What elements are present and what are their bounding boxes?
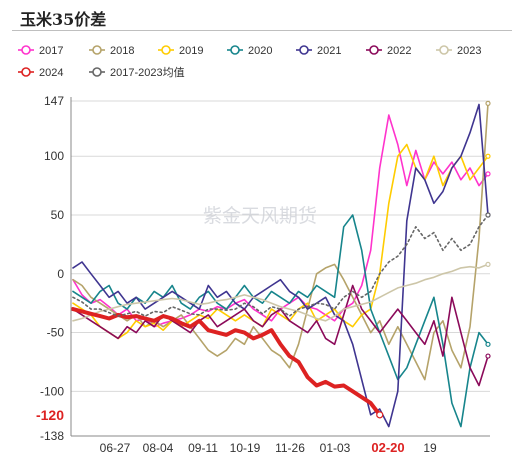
series-end-marker: [485, 212, 491, 218]
series-end-marker: [485, 261, 491, 267]
legend-item: 2020: [227, 45, 272, 57]
x-tick-label: 01-03: [320, 441, 351, 455]
x-tick-label: 08-04: [143, 441, 174, 455]
series-line-2017-2023均值: [72, 214, 489, 317]
x-tick-label: 09-11: [188, 441, 218, 455]
axes: [70, 97, 490, 437]
legend-swatch-marker: [21, 45, 31, 55]
legend-swatch-marker: [92, 45, 102, 55]
legend-label: 2017: [39, 45, 63, 57]
series-line-2022: [72, 284, 489, 387]
series-line-2023: [72, 263, 489, 322]
x-tick-label: 02-20: [371, 440, 404, 455]
legend-swatch-marker: [299, 45, 309, 55]
y-tick-label: -138: [40, 429, 64, 443]
legend-label: 2020: [248, 45, 272, 57]
x-tick-label: 10-19: [230, 441, 261, 455]
legend-label: 2021: [317, 45, 341, 57]
legend-swatch-marker: [369, 45, 379, 55]
legend-item: 2019: [158, 45, 203, 57]
tick-labels: 147 100 50 0 -50 -100 -138 -120 06-27 08-04 09-11 1…: [36, 94, 437, 455]
y-tick-label: 147: [44, 94, 64, 108]
legend-item: 2017-2023均值: [89, 66, 185, 79]
watermark: 紫金天风期货: [203, 205, 317, 227]
y-tick-label: 0: [57, 267, 64, 281]
series-line-2021: [72, 103, 489, 428]
series-end-marker: [485, 171, 491, 177]
y-tick-label: 100: [44, 149, 64, 163]
legend-label: 2019: [179, 45, 203, 57]
legend-item: 2021: [296, 45, 341, 57]
y-tick-label: -50: [47, 326, 65, 340]
grid-lines: [71, 100, 490, 437]
x-tick-label: 11-26: [275, 441, 305, 455]
legend-swatch-marker: [230, 45, 240, 55]
series-end-marker: [485, 341, 491, 347]
series-line-2018: [72, 102, 489, 381]
y-tick-label: -100: [40, 384, 64, 398]
series-end-marker: [376, 411, 384, 419]
chart-title: 玉米35价差: [20, 10, 107, 29]
current-value-label: -120: [36, 407, 64, 423]
legend-swatch-marker: [21, 67, 31, 77]
series-end-marker: [485, 100, 491, 106]
y-tick-label: 50: [51, 208, 65, 222]
series-end-marker: [485, 353, 491, 359]
legend-label: 2023: [457, 45, 481, 57]
series-end-marker: [485, 153, 491, 159]
legend-item: 2017: [18, 45, 63, 57]
series-line-2024: [71, 307, 382, 417]
legend-item: 2024: [18, 67, 63, 79]
legend-label: 2017-2023均值: [110, 66, 185, 79]
legend-label: 2018: [110, 45, 134, 57]
legend: 2017 2018 2019 2020 2021 2022 2023 2024 2017-202…: [18, 45, 481, 79]
legend-swatch-marker: [439, 45, 449, 55]
legend-item: 2022: [366, 45, 411, 57]
legend-swatch-marker: [92, 67, 102, 77]
legend-swatch-marker: [161, 45, 171, 55]
x-tick-label: 19: [423, 441, 437, 455]
title-divider: [12, 30, 512, 31]
legend-item: 2018: [89, 45, 134, 57]
legend-label: 2024: [39, 67, 63, 79]
x-tick-label: 06-27: [100, 441, 131, 455]
legend-item: 2023: [436, 45, 481, 57]
series-group: [71, 100, 491, 428]
legend-label: 2022: [387, 45, 411, 57]
